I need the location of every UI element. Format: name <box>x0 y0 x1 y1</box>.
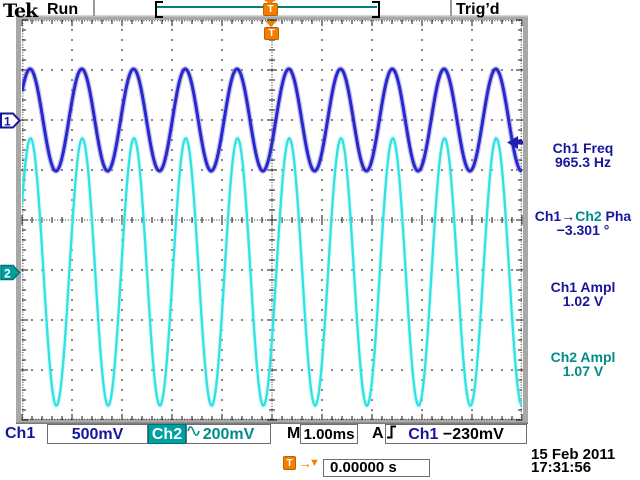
trigger-position-marker-top[interactable]: T <box>263 3 278 16</box>
ch2-scale-value: 200mV <box>202 426 255 443</box>
timebase-box[interactable]: 1.00ms <box>300 424 358 444</box>
trigger-level: −230mV <box>442 426 504 443</box>
ch1-marker[interactable]: 1 <box>0 112 21 129</box>
readout-ch1-ampl-label: Ch1 Ampl <box>550 279 616 295</box>
trigger-source: Ch1 <box>408 426 439 443</box>
trigger-level-arrow[interactable] <box>507 136 523 149</box>
ch2-label-box[interactable]: Ch2 <box>148 424 186 444</box>
readout-phase-label: Ch1→Ch2 Pha <box>534 208 632 224</box>
readout-phase: Ch1→Ch2 Pha −3.301 ° <box>526 209 640 237</box>
delay-pointer-icon: ▼ <box>309 457 320 469</box>
ch1-waveform <box>22 67 522 173</box>
delay-value-box[interactable]: 0.00000 s <box>323 459 430 477</box>
record-bracket-right-icon <box>372 1 380 18</box>
readout-ch2-ampl-label: Ch2 Ampl <box>550 349 616 365</box>
readout-ch1-freq: Ch1 Freq 965.3 Hz <box>526 141 640 169</box>
trigger-position-pointer-top-icon <box>264 0 276 4</box>
trigger-a-label: A <box>372 425 384 442</box>
acquisition-status: Run <box>47 1 79 18</box>
delay-arrow-icon: → <box>298 455 312 471</box>
delay-marker: T <box>283 456 296 470</box>
frame-shadow <box>16 422 528 424</box>
trigger-position-marker[interactable]: T <box>264 27 279 40</box>
ac-coupling-icon <box>187 426 200 436</box>
readout-ch1-freq-value: 965.3 Hz <box>554 154 612 170</box>
trigger-status: Trig’d <box>456 1 500 18</box>
main-timebase-label: M <box>287 425 301 442</box>
rising-edge-icon <box>387 425 396 439</box>
trigger-position-pointer-icon <box>265 21 277 27</box>
readout-ch1-freq-label: Ch1 Freq <box>552 140 614 156</box>
readout-ch2-ampl: Ch2 Ampl 1.07 V <box>526 350 640 378</box>
time-display: 17:31:56 <box>531 459 592 476</box>
ch1-scale-box[interactable]: 500mV <box>47 424 148 444</box>
ch2-marker[interactable]: 2 <box>0 264 21 281</box>
trigger-settings-box[interactable]: Ch1 −230mV <box>385 424 527 444</box>
readout-ch1-ampl-value: 1.02 V <box>562 293 604 309</box>
record-bracket-left-icon <box>155 1 163 18</box>
readout-ch1-ampl: Ch1 Ampl 1.02 V <box>526 280 640 308</box>
tek-logo: Tek <box>3 0 38 22</box>
date-display: 15 Feb 2011 <box>531 446 616 463</box>
header-divider-1 <box>93 0 95 16</box>
readout-ch2-ampl-value: 1.07 V <box>562 363 604 379</box>
ch2-marker-label: 2 <box>4 267 11 281</box>
graticule-ticks <box>21 19 523 421</box>
header-divider-2 <box>450 0 452 16</box>
readout-phase-value: −3.301 ° <box>556 222 610 238</box>
ch1-marker-label: 1 <box>4 115 11 129</box>
ch2-waveform <box>22 136 522 408</box>
ch1-label: Ch1 <box>5 425 36 442</box>
ch2-scale-box[interactable]: 200mV <box>186 424 271 444</box>
